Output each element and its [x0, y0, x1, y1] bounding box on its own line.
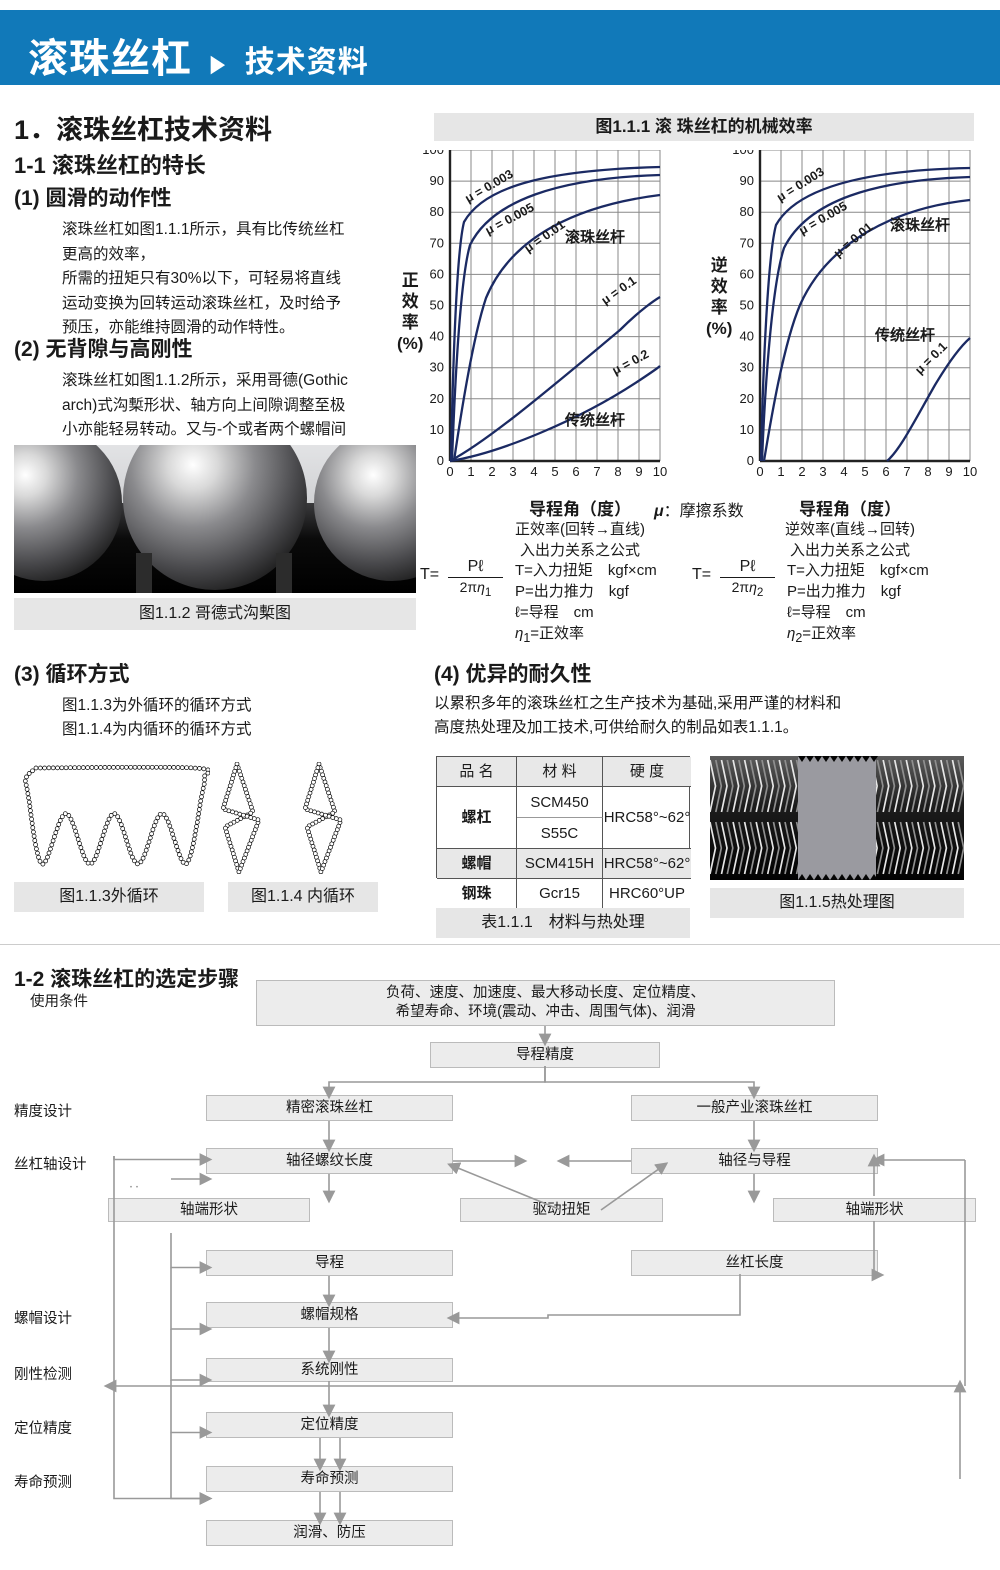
- svg-text:60: 60: [740, 266, 754, 281]
- svg-text:滚珠丝杆: 滚珠丝杆: [890, 216, 950, 234]
- svg-text:50: 50: [740, 298, 754, 313]
- svg-text:80: 80: [430, 204, 444, 219]
- svg-text:5: 5: [551, 464, 558, 479]
- svg-text:7: 7: [593, 464, 600, 479]
- svg-text:100: 100: [422, 150, 444, 157]
- svg-text:40: 40: [430, 329, 444, 344]
- svg-text:5: 5: [861, 464, 868, 479]
- svg-text:20: 20: [430, 391, 444, 406]
- svg-text:90: 90: [740, 173, 754, 188]
- svg-text:4: 4: [840, 464, 847, 479]
- svg-text:传统丝杆: 传统丝杆: [564, 411, 625, 429]
- svg-text:80: 80: [740, 204, 754, 219]
- svg-text:30: 30: [740, 360, 754, 375]
- svg-text:传统丝杆: 传统丝杆: [874, 326, 935, 344]
- svg-text:2: 2: [488, 464, 495, 479]
- svg-text:1: 1: [777, 464, 784, 479]
- svg-text:3: 3: [509, 464, 516, 479]
- svg-text:0: 0: [437, 453, 444, 468]
- svg-text:70: 70: [430, 235, 444, 250]
- svg-text:μ = 0.003: μ = 0.003: [463, 167, 516, 206]
- svg-text:4: 4: [530, 464, 537, 479]
- svg-text:μ = 0.003: μ = 0.003: [774, 164, 827, 204]
- svg-text:50: 50: [430, 298, 444, 313]
- svg-text:40: 40: [740, 329, 754, 344]
- svg-text:μ = 0.01: μ = 0.01: [522, 217, 568, 255]
- svg-text:1: 1: [467, 464, 474, 479]
- svg-text:μ = 0.2: μ = 0.2: [610, 347, 651, 378]
- svg-text:6: 6: [572, 464, 579, 479]
- svg-text:8: 8: [924, 464, 931, 479]
- svg-text:μ = 0.01: μ = 0.01: [831, 220, 875, 260]
- svg-text:20: 20: [740, 391, 754, 406]
- svg-text:10: 10: [653, 464, 667, 479]
- svg-text:3: 3: [819, 464, 826, 479]
- svg-text:10: 10: [963, 464, 977, 479]
- svg-text:90: 90: [430, 173, 444, 188]
- svg-text:30: 30: [430, 360, 444, 375]
- svg-text:0: 0: [747, 453, 754, 468]
- svg-text:9: 9: [945, 464, 952, 479]
- svg-text:8: 8: [614, 464, 621, 479]
- svg-text:2: 2: [798, 464, 805, 479]
- svg-text:μ = 0.1: μ = 0.1: [599, 273, 639, 307]
- svg-text:70: 70: [740, 235, 754, 250]
- svg-text:100: 100: [732, 150, 754, 157]
- svg-text:6: 6: [882, 464, 889, 479]
- svg-text:60: 60: [430, 266, 444, 281]
- svg-text:7: 7: [903, 464, 910, 479]
- svg-text:10: 10: [430, 422, 444, 437]
- svg-text:0: 0: [756, 464, 763, 479]
- svg-text:滚珠丝杆: 滚珠丝杆: [565, 228, 625, 246]
- svg-text:10: 10: [740, 422, 754, 437]
- svg-text:0: 0: [446, 464, 453, 479]
- svg-text:9: 9: [635, 464, 642, 479]
